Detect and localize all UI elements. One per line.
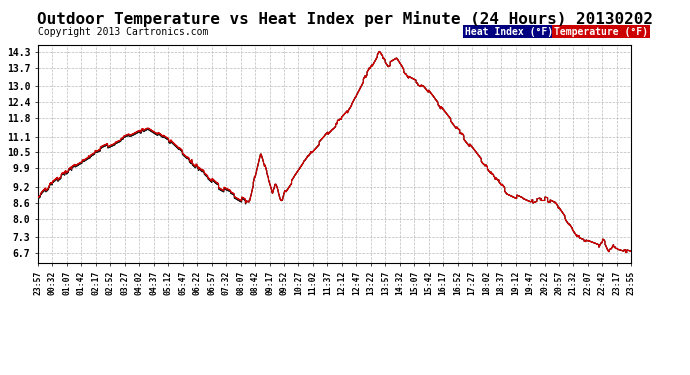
Text: Temperature (°F): Temperature (°F) (554, 27, 648, 36)
Text: Heat Index (°F): Heat Index (°F) (465, 27, 553, 36)
Text: Outdoor Temperature vs Heat Index per Minute (24 Hours) 20130202: Outdoor Temperature vs Heat Index per Mi… (37, 11, 653, 27)
Text: Copyright 2013 Cartronics.com: Copyright 2013 Cartronics.com (38, 27, 208, 36)
